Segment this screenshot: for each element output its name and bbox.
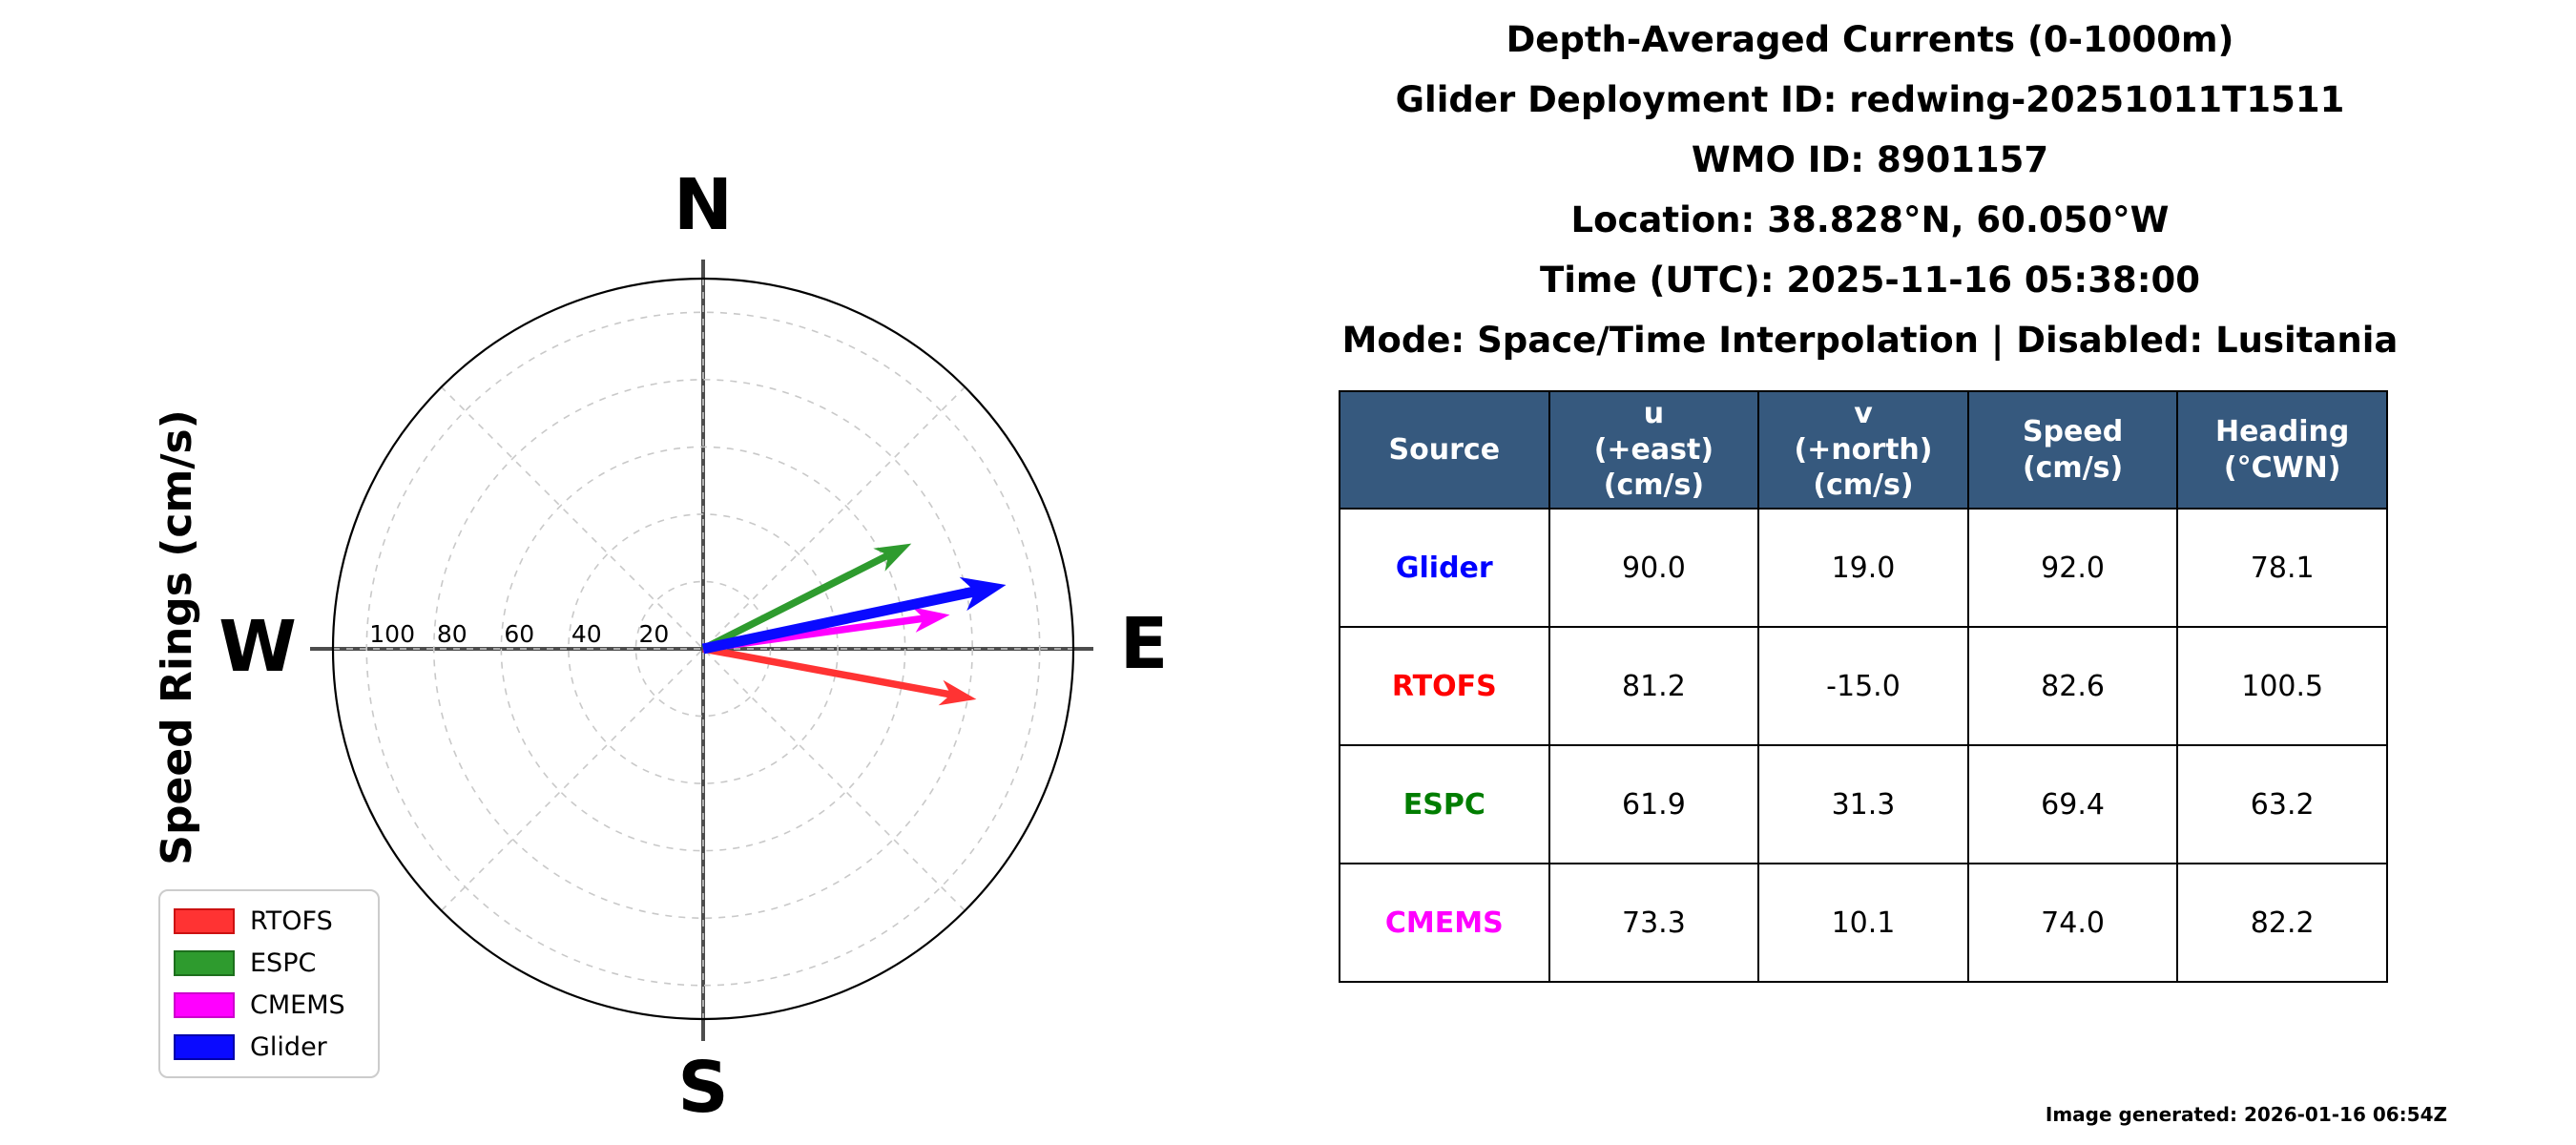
- speed-ring-20: [634, 580, 772, 718]
- espc-arrow-shaft: [701, 552, 890, 653]
- header-heading: Heading (°CWN): [2176, 390, 2388, 510]
- glider-u: 90.0: [1548, 508, 1760, 628]
- source-cmems: CMEMS: [1339, 863, 1550, 983]
- espc-u: 61.9: [1548, 744, 1760, 864]
- header-speed: Speed (cm/s): [1966, 390, 2179, 510]
- header-v: v (+north) (cm/s): [1757, 390, 1969, 510]
- title-block: Depth-Averaged Currents (0-1000m) Glider…: [1183, 10, 2557, 370]
- current-arrow-espc: [701, 543, 912, 653]
- table-row-cmems: CMEMS 73.3 10.1 74.0 82.2: [1339, 863, 2388, 983]
- cmems-u: 73.3: [1548, 863, 1760, 983]
- speed-ring-40: [568, 513, 839, 784]
- header-u: u (+east) (cm/s): [1548, 390, 1760, 510]
- rtofs-u: 81.2: [1548, 626, 1760, 746]
- espc-legend-swatch: [174, 949, 235, 976]
- speed-ring-60: [500, 446, 906, 852]
- compass-north-label: N: [674, 164, 733, 246]
- current-arrow-rtofs: [702, 645, 977, 706]
- source-glider: Glider: [1339, 508, 1550, 628]
- rtofs-legend-label: RTOFS: [250, 906, 333, 936]
- polar-outer-circle: [331, 277, 1075, 1021]
- espc-heading: 63.2: [2176, 744, 2388, 864]
- speed-ring-100: [365, 311, 1041, 987]
- rtofs-speed: 82.6: [1966, 626, 2179, 746]
- current-arrows-layer: [701, 543, 1007, 706]
- ring-label-40: 40: [571, 620, 602, 648]
- source-rtofs: RTOFS: [1339, 626, 1550, 746]
- espc-speed: 69.4: [1966, 744, 2179, 864]
- legend-item-cmems: CMEMS: [174, 987, 364, 1023]
- diagonal-spoke-45: [441, 386, 966, 911]
- rtofs-arrow-head: [938, 679, 977, 706]
- ring-label-100: 100: [369, 620, 415, 648]
- polar-current-plot: 20 40 60 80 100 N S W E Speed Rings (cm/s): [153, 164, 1169, 1129]
- cmems-speed: 74.0: [1966, 863, 2179, 983]
- table-row-glider: Glider 90.0 19.0 92.0 78.1: [1339, 508, 2388, 628]
- speed-ring-labels: 20 40 60 80 100: [369, 620, 669, 648]
- compass-west-label: W: [218, 606, 297, 688]
- espc-arrow-head: [873, 543, 912, 572]
- source-espc: ESPC: [1339, 744, 1550, 864]
- legend-item-glider: Glider: [174, 1029, 364, 1065]
- generated-timestamp: Image generated: 2026-01-16 06:54Z: [2045, 1103, 2447, 1126]
- rtofs-arrow-shaft: [702, 645, 952, 698]
- header-source: Source: [1339, 390, 1550, 510]
- ring-label-20: 20: [638, 620, 669, 648]
- title-line-deployment: Glider Deployment ID: redwing-20251011T1…: [1395, 79, 2345, 120]
- ring-label-60: 60: [504, 620, 534, 648]
- glider-legend-label: Glider: [250, 1031, 327, 1062]
- legend-item-espc: ESPC: [174, 945, 364, 981]
- rtofs-v: -15.0: [1757, 626, 1969, 746]
- espc-v: 31.3: [1757, 744, 1969, 864]
- table-header-row: Source u (+east) (cm/s) v (+north) (cm/s…: [1339, 390, 2388, 510]
- cmems-heading: 82.2: [2176, 863, 2388, 983]
- polar-grid-layer: [310, 260, 1093, 1041]
- glider-arrow-shaft: [701, 586, 977, 655]
- table-row-espc: ESPC 61.9 31.3 69.4 63.2: [1339, 744, 2388, 864]
- espc-legend-label: ESPC: [250, 947, 317, 978]
- glider-arrow-head: [959, 576, 1007, 612]
- cmems-legend-swatch: [174, 991, 235, 1018]
- title-line-time: Time (UTC): 2025-11-16 05:38:00: [1540, 260, 2200, 301]
- table-row-rtofs: RTOFS 81.2 -15.0 82.6 100.5: [1339, 626, 2388, 746]
- title-line-wmo: WMO ID: 8901157: [1691, 139, 2049, 180]
- compass-east-label: E: [1120, 603, 1169, 685]
- title-line-location: Location: 38.828°N, 60.050°W: [1570, 199, 2170, 240]
- glider-speed: 92.0: [1966, 508, 2179, 628]
- compass-south-label: S: [677, 1047, 728, 1129]
- legend: RTOFS ESPC CMEMS Glider: [158, 889, 380, 1078]
- speed-rings-axis-label: Speed Rings (cm/s): [153, 409, 201, 864]
- ring-label-80: 80: [437, 620, 467, 648]
- cmems-v: 10.1: [1757, 863, 1969, 983]
- cmems-arrow-head: [912, 607, 950, 633]
- title-line-mode: Mode: Space/Time Interpolation | Disable…: [1341, 320, 2399, 361]
- legend-item-rtofs: RTOFS: [174, 903, 364, 939]
- diagonal-spoke-135: [441, 386, 966, 911]
- current-arrow-glider: [701, 576, 1007, 655]
- title-line-main: Depth-Averaged Currents (0-1000m): [1506, 19, 2234, 60]
- glider-heading: 78.1: [2176, 508, 2388, 628]
- glider-legend-swatch: [174, 1033, 235, 1060]
- glider-v: 19.0: [1757, 508, 1969, 628]
- speed-ring-80: [433, 379, 973, 919]
- cmems-legend-label: CMEMS: [250, 989, 345, 1020]
- rtofs-heading: 100.5: [2176, 626, 2388, 746]
- currents-table: Source u (+east) (cm/s) v (+north) (cm/s…: [1339, 390, 2388, 983]
- rtofs-legend-swatch: [174, 907, 235, 934]
